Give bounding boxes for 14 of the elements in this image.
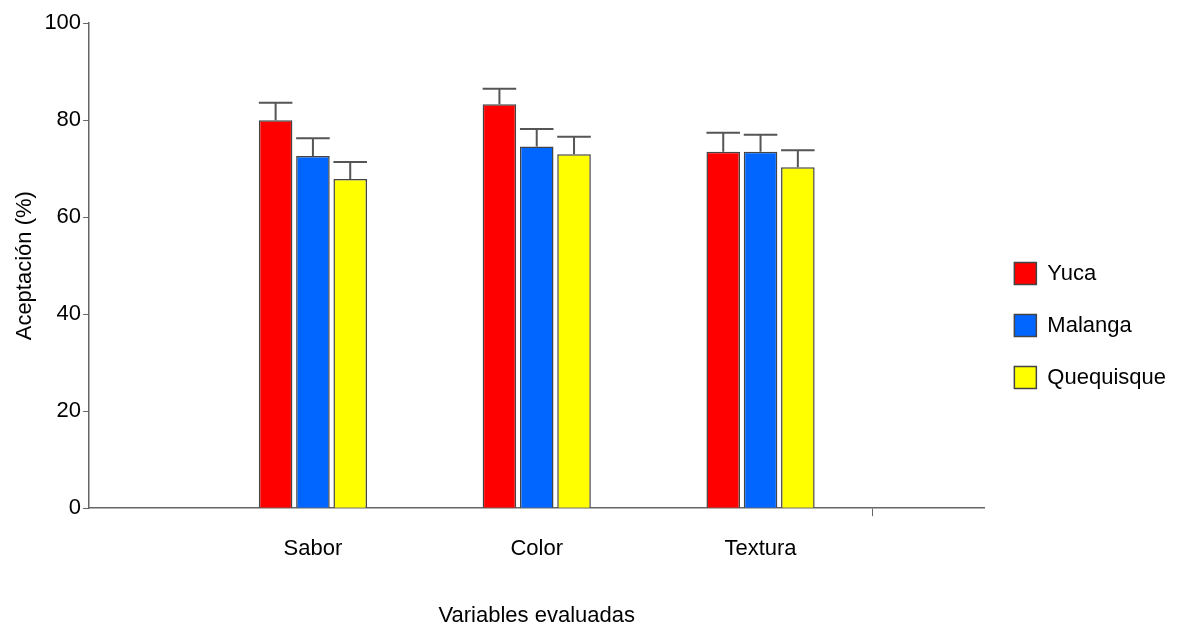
y-tick-label: 0 [68,494,82,520]
y-tick-label: 60 [56,203,82,229]
x-tick-label: Textura [724,535,798,561]
y-tick-label: 80 [56,106,82,132]
x-axis-title: Variables evaluadas [438,601,635,627]
y-axis-title: Aceptación (%) [11,191,37,341]
x-tick-label: Color [510,535,564,561]
y-tick-label: 20 [56,397,82,423]
legend-label: Quequisque [1047,363,1167,389]
y-tick-label: 100 [44,9,82,35]
x-tick-label: Sabor [283,535,343,561]
legend-label: Yuca [1047,259,1098,285]
legend-label: Malanga [1047,311,1133,337]
y-tick-label: 40 [56,300,82,326]
